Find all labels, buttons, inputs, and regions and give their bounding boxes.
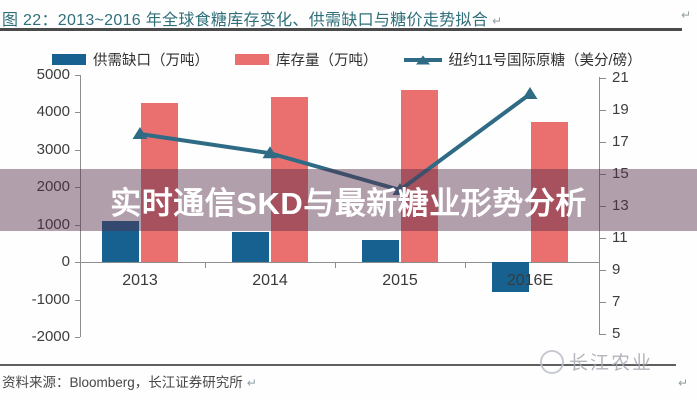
brand-watermark: 长江农业 xyxy=(540,348,653,375)
left-axis-tick-label: 4000 xyxy=(36,103,70,121)
figure-title: 图 22：2013~2016 年全球食糖库存变化、供需缺口与糖价走势拟合 ↵ xyxy=(2,6,502,30)
x-axis-tick xyxy=(205,262,206,269)
legend-item: 纽约11号国际原糖（美分/磅） xyxy=(403,49,642,70)
left-axis-tick-label: -2000 xyxy=(31,328,70,345)
right-axis-tick xyxy=(600,110,606,111)
right-axis-tick xyxy=(600,78,606,79)
right-axis-tick-label: 7 xyxy=(612,293,621,310)
left-axis-tick xyxy=(75,337,80,338)
category-label-2013: 2013 xyxy=(122,272,158,289)
price-line-chart xyxy=(132,87,538,195)
left-axis-labels: 5000 4000 3000 2000 1000 0 -1000 -2000 xyxy=(0,66,74,345)
legend-label: 纽约11号国际原糖（美分/磅） xyxy=(448,53,642,69)
return-mark: ↵ xyxy=(678,376,689,390)
figure-title-text: 图 22：2013~2016 年全球食糖库存变化、供需缺口与糖价走势拟合 xyxy=(2,12,489,29)
left-axis-tick-label: 0 xyxy=(61,253,70,271)
legend-label: 供需缺口（万吨） xyxy=(93,53,209,69)
bar-gap-2014 xyxy=(232,232,269,263)
right-axis-tick-label: 21 xyxy=(612,69,629,86)
left-axis-tick xyxy=(75,187,80,189)
category-axis-labels: 2013 2014 2015 2016E xyxy=(80,266,600,292)
category-label-2016E: 2016E xyxy=(506,272,554,289)
bar-gap-2015 xyxy=(362,239,399,263)
price-point-marker xyxy=(522,87,538,99)
bar-inventory-2013 xyxy=(141,103,178,263)
left-axis-tick xyxy=(75,262,80,264)
right-axis-tick xyxy=(600,334,606,335)
right-axis-tick-label: 11 xyxy=(612,229,628,246)
watermark-banner-text: 实时通信SKD与最新糖业形势分析 xyxy=(110,185,587,221)
legend-line-marker xyxy=(403,55,442,64)
right-axis-tick xyxy=(600,238,606,239)
brand-watermark-text: 长江农业 xyxy=(569,353,654,374)
legend-label: 库存量（万吨） xyxy=(276,53,378,69)
footer-divider xyxy=(0,364,676,366)
legend-triangle-icon xyxy=(415,55,430,64)
right-axis-tick-label: 15 xyxy=(612,165,629,182)
left-axis-tick-label: -1000 xyxy=(31,290,70,308)
title-divider xyxy=(0,28,682,31)
source-note: 资料来源：Bloomberg，长江证券研究所 ↵ xyxy=(2,371,257,391)
right-axis-tick xyxy=(600,302,606,303)
chart-legend: 供需缺口（万吨） 库存量（万吨） 纽约11号国际原糖（美分/磅） xyxy=(52,49,642,70)
return-mark: ↵ xyxy=(246,376,257,390)
left-axis-tick-label: 3000 xyxy=(36,140,70,158)
right-axis-tick-label: 17 xyxy=(612,133,629,150)
bar-gap-2016E xyxy=(492,262,529,293)
x-axis-tick xyxy=(465,262,466,269)
left-axis-tick xyxy=(75,112,80,114)
right-axis-tick xyxy=(600,174,606,175)
left-axis-tick xyxy=(75,149,80,151)
left-axis-tick xyxy=(75,299,80,301)
price-line xyxy=(139,92,532,193)
right-axis-tick xyxy=(600,142,606,143)
category-label-2015: 2015 xyxy=(382,272,418,289)
left-axis-tick-label: 1000 xyxy=(36,215,70,233)
right-axis-labels: 21 19 17 15 13 11 9 7 5 xyxy=(606,69,646,342)
left-axis-tick xyxy=(75,75,80,76)
left-axis-tick xyxy=(75,224,80,226)
right-axis-tick-label: 5 xyxy=(612,325,621,342)
right-axis-line xyxy=(599,77,600,335)
bar-gap-2013 xyxy=(102,220,139,263)
price-point-marker xyxy=(392,183,408,195)
legend-item: 库存量（万吨） xyxy=(235,49,378,70)
legend-swatch-bar xyxy=(235,54,269,65)
bar-inventory-2014 xyxy=(271,97,308,263)
return-mark: ↵ xyxy=(492,14,503,28)
left-axis-tick-label: 2000 xyxy=(36,178,70,196)
legend-item: 供需缺口（万吨） xyxy=(52,49,209,70)
source-note-text: 资料来源：Bloomberg，长江证券研究所 xyxy=(2,375,243,390)
right-axis-tick xyxy=(600,206,606,207)
right-axis-tick xyxy=(600,270,606,271)
category-label-2014: 2014 xyxy=(252,272,288,289)
bar-inventory-2016E xyxy=(531,121,568,263)
plot-area xyxy=(75,75,606,338)
left-axis-tick-label: 5000 xyxy=(36,66,70,83)
return-mark: ↵ xyxy=(681,8,692,22)
zero-line xyxy=(80,262,600,264)
watermark-banner: 实时通信SKD与最新糖业形势分析 xyxy=(0,169,697,231)
legend-swatch-bar xyxy=(52,54,86,65)
right-axis-tick-label: 19 xyxy=(612,101,629,118)
right-axis-tick-label: 9 xyxy=(612,261,621,278)
left-axis-line xyxy=(80,75,81,337)
right-axis-tick-label: 13 xyxy=(612,197,629,214)
price-point-marker xyxy=(132,127,148,139)
brand-logo-icon xyxy=(540,349,564,374)
x-axis-tick xyxy=(335,262,336,269)
price-point-marker xyxy=(262,146,278,159)
